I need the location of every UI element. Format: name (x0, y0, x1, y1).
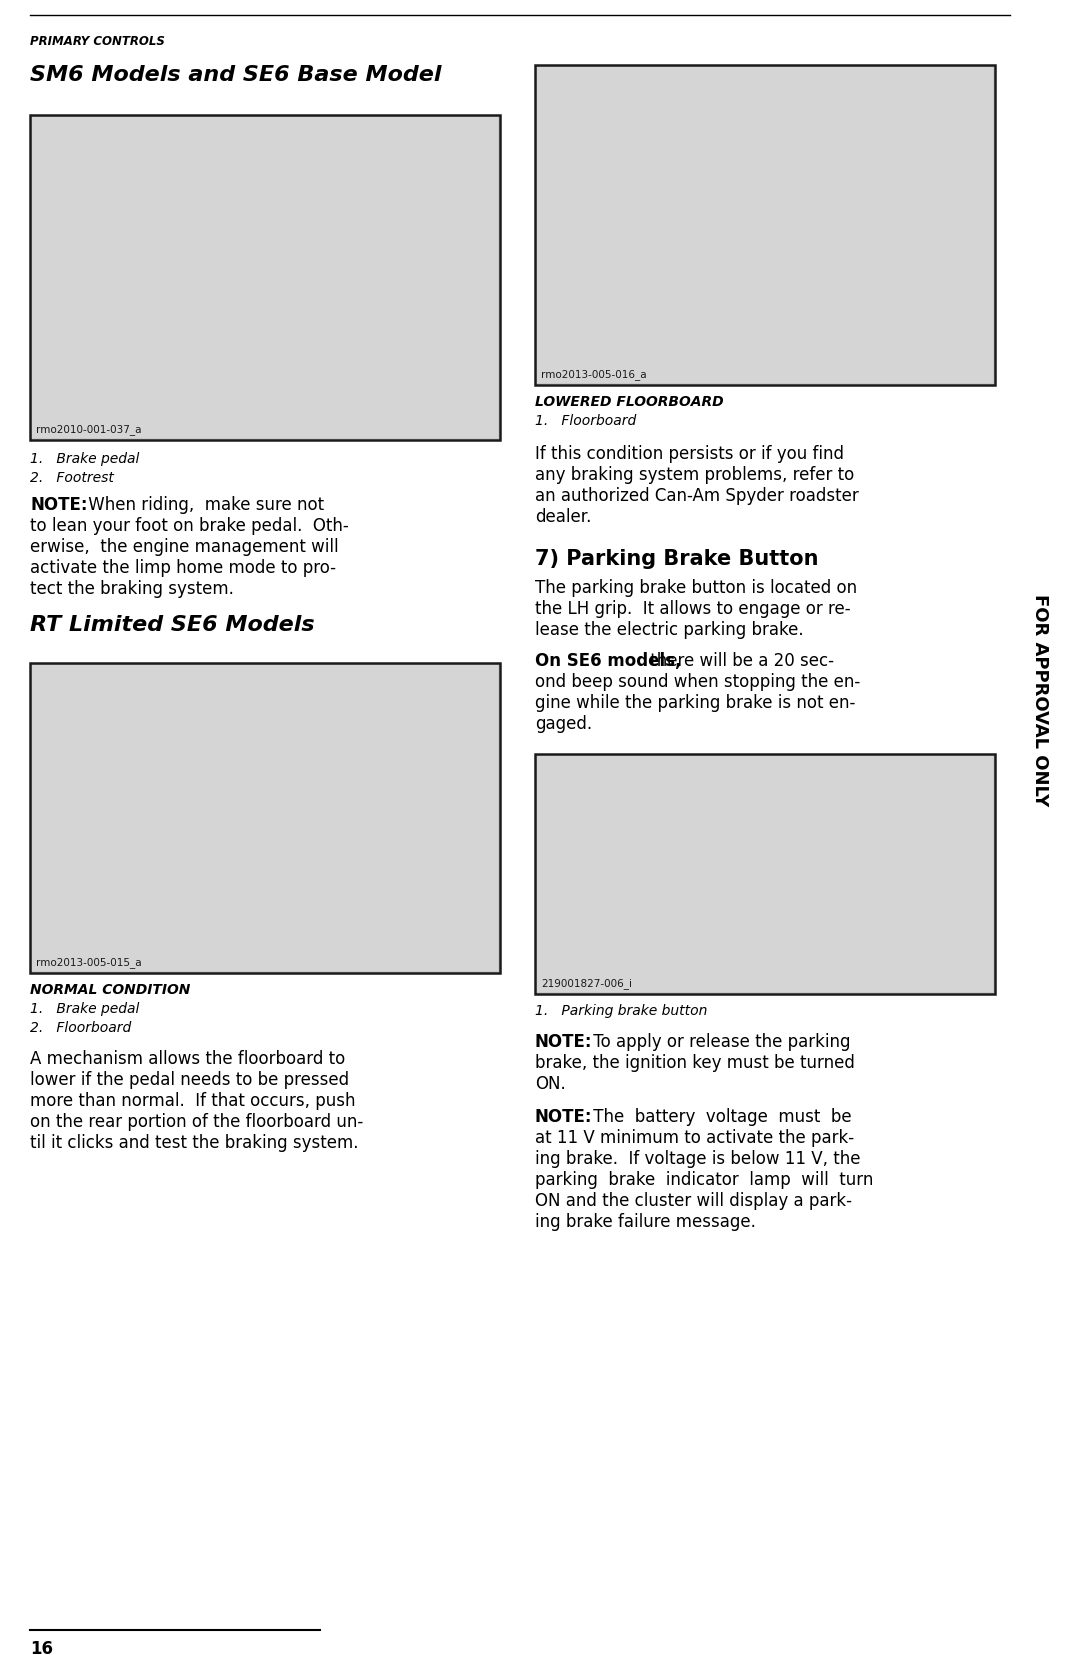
Text: parking  brake  indicator  lamp  will  turn: parking brake indicator lamp will turn (535, 1172, 874, 1188)
Text: PRIMARY CONTROLS: PRIMARY CONTROLS (30, 35, 165, 48)
Text: The  battery  voltage  must  be: The battery voltage must be (588, 1107, 851, 1125)
Text: to lean your foot on brake pedal.  Oth-: to lean your foot on brake pedal. Oth- (30, 516, 349, 535)
Bar (535, 65, 996, 386)
Text: 219001827-006_i: 219001827-006_i (541, 978, 632, 990)
Text: more than normal.  If that occurs, push: more than normal. If that occurs, push (30, 1092, 355, 1111)
Text: tect the braking system.: tect the braking system. (30, 579, 234, 597)
Text: To apply or release the parking: To apply or release the parking (588, 1033, 850, 1051)
Text: rmo2010-001-037_a: rmo2010-001-037_a (36, 424, 142, 435)
Text: NOTE:: NOTE: (535, 1033, 592, 1051)
Bar (30, 664, 500, 973)
Text: there will be a 20 sec-: there will be a 20 sec- (644, 652, 834, 670)
Text: 1.   Brake pedal: 1. Brake pedal (30, 1001, 140, 1016)
Text: When riding,  make sure not: When riding, make sure not (83, 496, 324, 515)
Text: brake, the ignition key must be turned: brake, the ignition key must be turned (535, 1054, 855, 1072)
Text: rmo2013-005-016_a: rmo2013-005-016_a (541, 369, 647, 381)
Text: activate the limp home mode to pro-: activate the limp home mode to pro- (30, 559, 336, 578)
Text: 2.   Footrest: 2. Footrest (30, 472, 114, 485)
Text: NOTE:: NOTE: (30, 496, 87, 515)
Bar (32, 118, 498, 439)
Text: 16: 16 (30, 1640, 53, 1655)
Text: LOWERED FLOORBOARD: LOWERED FLOORBOARD (535, 396, 723, 409)
Text: the LH grip.  It allows to engage or re-: the LH grip. It allows to engage or re- (535, 601, 850, 617)
Text: rmo2013-005-015_a: rmo2013-005-015_a (36, 957, 142, 968)
Text: an authorized Can-Am Spyder roadster: an authorized Can-Am Spyder roadster (535, 487, 859, 505)
Text: til it clicks and test the braking system.: til it clicks and test the braking syste… (30, 1134, 359, 1152)
Text: ing brake failure message.: ing brake failure message. (535, 1213, 755, 1231)
Bar (537, 756, 993, 991)
Text: If this condition persists or if you find: If this condition persists or if you fin… (535, 445, 844, 463)
Text: NOTE:: NOTE: (535, 1107, 592, 1125)
Text: erwise,  the engine management will: erwise, the engine management will (30, 538, 338, 556)
Text: ON.: ON. (535, 1076, 566, 1092)
Bar (535, 755, 996, 995)
Text: ond beep sound when stopping the en-: ond beep sound when stopping the en- (535, 674, 860, 692)
Text: A mechanism allows the floorboard to: A mechanism allows the floorboard to (30, 1049, 346, 1067)
Text: 1.   Parking brake button: 1. Parking brake button (535, 1005, 707, 1018)
Text: On SE6 models,: On SE6 models, (535, 652, 682, 670)
Text: 2.   Floorboard: 2. Floorboard (30, 1021, 131, 1034)
Text: lower if the pedal needs to be pressed: lower if the pedal needs to be pressed (30, 1071, 349, 1089)
Text: any braking system problems, refer to: any braking system problems, refer to (535, 467, 855, 483)
Text: on the rear portion of the floorboard un-: on the rear portion of the floorboard un… (30, 1114, 363, 1130)
Bar (30, 114, 500, 440)
Text: gaged.: gaged. (535, 715, 592, 733)
Text: SM6 Models and SE6 Base Model: SM6 Models and SE6 Base Model (30, 65, 442, 84)
Text: lease the electric parking brake.: lease the electric parking brake. (535, 621, 803, 639)
Text: gine while the parking brake is not en-: gine while the parking brake is not en- (535, 693, 856, 712)
Bar (32, 665, 498, 971)
Text: dealer.: dealer. (535, 508, 591, 526)
Text: 1.   Brake pedal: 1. Brake pedal (30, 452, 140, 467)
Text: ON and the cluster will display a park-: ON and the cluster will display a park- (535, 1192, 853, 1210)
Bar (537, 66, 993, 382)
Text: FOR APPROVAL ONLY: FOR APPROVAL ONLY (1031, 594, 1049, 806)
Text: The parking brake button is located on: The parking brake button is located on (535, 579, 857, 597)
Text: 1.   Floorboard: 1. Floorboard (535, 414, 636, 429)
Text: RT Limited SE6 Models: RT Limited SE6 Models (30, 616, 315, 636)
Text: NORMAL CONDITION: NORMAL CONDITION (30, 983, 190, 996)
Text: at 11 V minimum to activate the park-: at 11 V minimum to activate the park- (535, 1129, 854, 1147)
Text: 7) Parking Brake Button: 7) Parking Brake Button (535, 549, 818, 569)
Text: ing brake.  If voltage is below 11 V, the: ing brake. If voltage is below 11 V, the (535, 1150, 860, 1168)
